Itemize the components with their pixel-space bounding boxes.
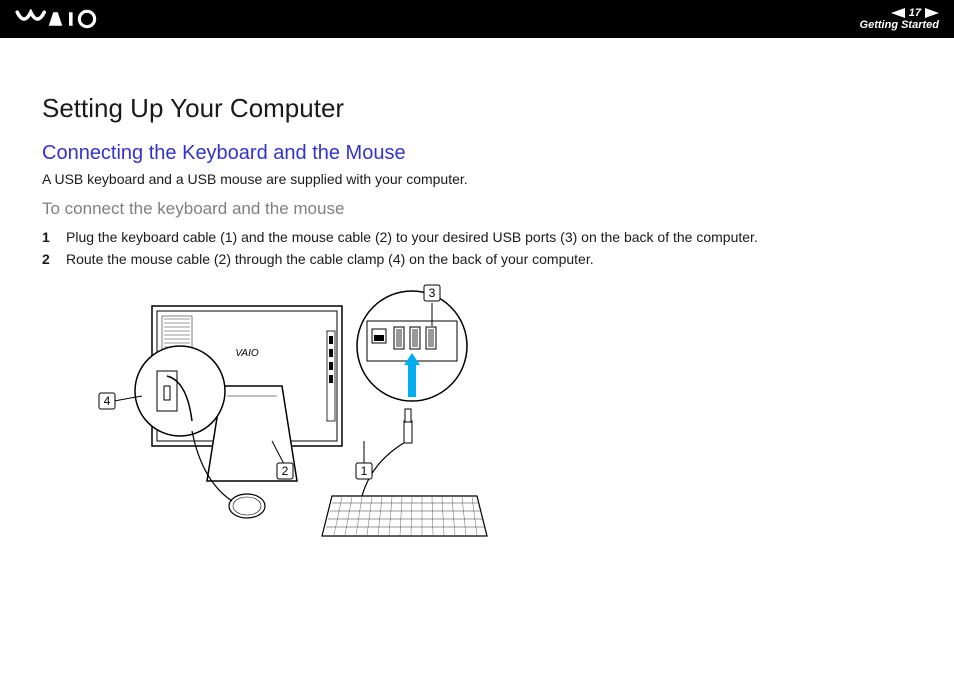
step-item: 2 Route the mouse cable (2) through the …: [42, 251, 894, 267]
diagram-svg: VAIO: [72, 281, 492, 551]
step-text: Route the mouse cable (2) through the ca…: [66, 251, 594, 267]
svg-text:2: 2: [282, 464, 289, 478]
callout-3: 3: [424, 285, 440, 301]
zoom-cable-clamp-icon: [135, 346, 225, 436]
svg-text:4: 4: [104, 394, 111, 408]
vaio-logo: [15, 9, 105, 29]
svg-text:1: 1: [361, 464, 368, 478]
page-nav: 17: [891, 7, 939, 19]
next-page-icon[interactable]: [925, 8, 939, 18]
step-number: 1: [42, 229, 66, 245]
procedure-title: To connect the keyboard and the mouse: [42, 199, 894, 219]
step-item: 1 Plug the keyboard cable (1) and the mo…: [42, 229, 894, 245]
procedure-steps: 1 Plug the keyboard cable (1) and the mo…: [42, 229, 894, 267]
zoom-usb-ports-icon: [357, 291, 467, 401]
logo-area: [15, 9, 105, 29]
page-subtitle: Connecting the Keyboard and the Mouse: [42, 142, 894, 165]
page-content: Setting Up Your Computer Connecting the …: [0, 38, 954, 556]
intro-paragraph: A USB keyboard and a USB mouse are suppl…: [42, 171, 894, 187]
step-text: Plug the keyboard cable (1) and the mous…: [66, 229, 758, 245]
keyboard-icon: [322, 409, 487, 536]
svg-text:VAIO: VAIO: [235, 348, 259, 359]
callout-4: 4: [99, 393, 115, 409]
page-number: 17: [909, 7, 921, 19]
callout-2: 2: [277, 463, 293, 479]
header-right: 17 Getting Started: [860, 7, 939, 31]
step-number: 2: [42, 251, 66, 267]
svg-text:3: 3: [429, 286, 436, 300]
connection-diagram: VAIO: [72, 281, 894, 556]
callout-1: 1: [356, 463, 372, 479]
prev-page-icon[interactable]: [891, 8, 905, 18]
page-header: 17 Getting Started: [0, 0, 954, 38]
page-title: Setting Up Your Computer: [42, 93, 894, 124]
section-label: Getting Started: [860, 19, 939, 31]
